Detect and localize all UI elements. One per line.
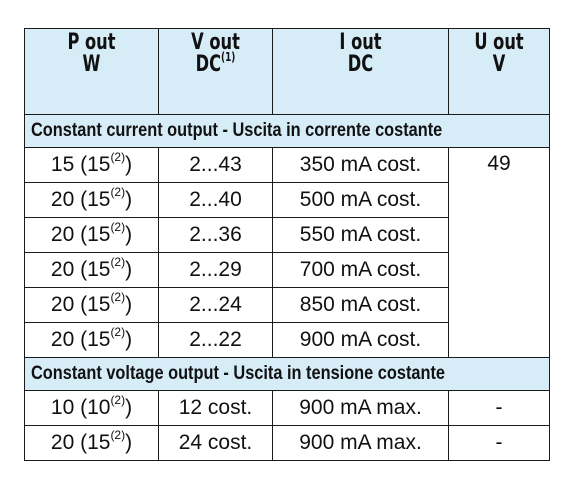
table-row: 20 (15(2)) 2...40 500 mA cost. bbox=[24, 182, 550, 218]
spec-table-container: P out W V out DC(1) I out DC U out V Constan… bbox=[24, 28, 550, 478]
header-p-out: P out W bbox=[24, 28, 159, 115]
table-row: 10 (10(2)) 12 cost. 900 mA max. - bbox=[24, 390, 550, 426]
cell-p-out: 20 (15(2)) bbox=[24, 217, 159, 253]
section-header-constant-current: Constant current output - Uscita in corr… bbox=[24, 114, 550, 148]
cell-i-out: 550 mA cost. bbox=[272, 217, 449, 253]
cell-p-out: 20 (15(2)) bbox=[24, 287, 159, 323]
header-label: P out bbox=[67, 30, 116, 55]
spec-table: P out W V out DC(1) I out DC U out V Constan… bbox=[24, 28, 550, 461]
header-v-out: V out DC(1) bbox=[158, 28, 273, 115]
table-row: 20 (15(2)) 2...22 900 mA cost. bbox=[24, 322, 550, 358]
header-u-out: U out V bbox=[448, 28, 550, 115]
cell-u-out: - bbox=[448, 425, 550, 461]
section-title: Constant current output - Uscita in corr… bbox=[24, 114, 550, 148]
cell-p-out: 20 (15(2)) bbox=[24, 425, 159, 461]
cell-i-out: 900 mA cost. bbox=[272, 322, 449, 358]
header-unit: DC bbox=[347, 52, 374, 77]
header-unit: DC bbox=[195, 52, 222, 77]
table-row: 20 (15(2)) 2...24 850 mA cost. bbox=[24, 287, 550, 323]
cell-v-out: 2...40 bbox=[158, 182, 273, 218]
cell-p-out: 20 (15(2)) bbox=[24, 252, 159, 288]
section-title: Constant voltage output - Uscita in tens… bbox=[24, 357, 550, 391]
header-unit: W bbox=[82, 52, 101, 77]
cell-v-out: 2...43 bbox=[158, 147, 273, 183]
cell-v-out: 12 cost. bbox=[158, 390, 273, 426]
cell-p-out: 20 (15(2)) bbox=[24, 182, 159, 218]
table-row: 20 (15(2)) 24 cost. 900 mA max. - bbox=[24, 425, 550, 461]
footnote-mark: (1) bbox=[221, 49, 236, 64]
cell-p-out: 20 (15(2)) bbox=[24, 322, 159, 358]
header-label: V out bbox=[191, 30, 240, 55]
cell-i-out: 900 mA max. bbox=[272, 390, 449, 426]
cell-i-out: 700 mA cost. bbox=[272, 252, 449, 288]
cell-i-out: 350 mA cost. bbox=[272, 147, 449, 183]
cell-v-out: 24 cost. bbox=[158, 425, 273, 461]
section-header-constant-voltage: Constant voltage output - Uscita in tens… bbox=[24, 357, 550, 391]
cell-u-out: - bbox=[448, 390, 550, 426]
cell-v-out: 2...24 bbox=[158, 287, 273, 323]
table-row: 20 (15(2)) 2...29 700 mA cost. bbox=[24, 252, 550, 288]
header-i-out: I out DC bbox=[272, 28, 449, 115]
table-header-row: P out W V out DC(1) I out DC U out V bbox=[24, 28, 550, 115]
cell-u-out: 49 bbox=[448, 147, 550, 358]
cell-v-out: 2...22 bbox=[158, 322, 273, 358]
cell-p-out: 10 (10(2)) bbox=[24, 390, 159, 426]
table-row: 20 (15(2)) 2...36 550 mA cost. bbox=[24, 217, 550, 253]
cell-i-out: 500 mA cost. bbox=[272, 182, 449, 218]
header-unit: V bbox=[492, 52, 506, 77]
cell-v-out: 2...29 bbox=[158, 252, 273, 288]
header-label: U out bbox=[474, 30, 524, 55]
cell-p-out: 15 (15(2)) bbox=[24, 147, 159, 183]
table-row: 15 (15(2)) 2...43 350 mA cost. 49 bbox=[24, 147, 550, 358]
header-label: I out bbox=[339, 30, 382, 55]
cell-v-out: 2...36 bbox=[158, 217, 273, 253]
cell-i-out: 850 mA cost. bbox=[272, 287, 449, 323]
cell-i-out: 900 mA max. bbox=[272, 425, 449, 461]
